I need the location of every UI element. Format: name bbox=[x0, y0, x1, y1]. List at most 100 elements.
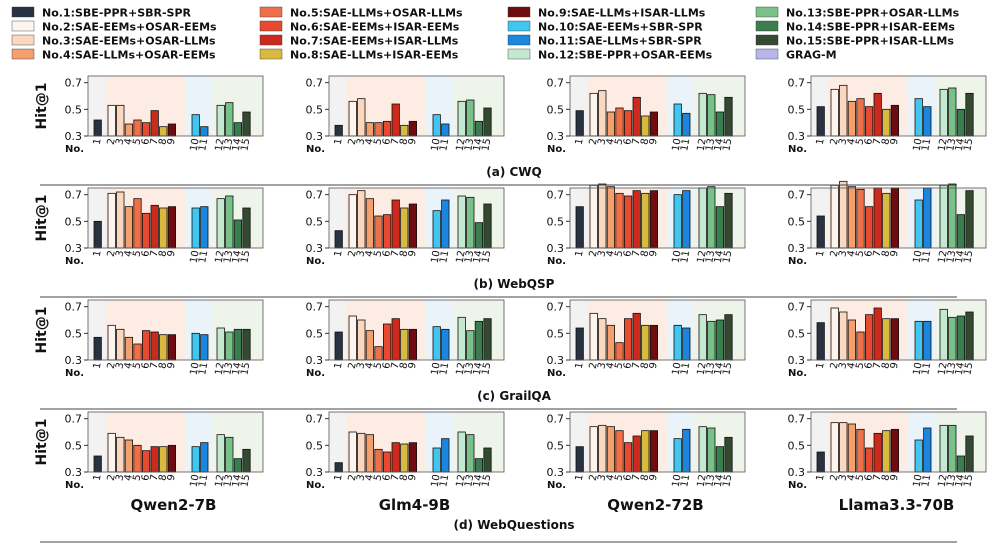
y-tick-label: 0.3 bbox=[306, 354, 324, 367]
bar bbox=[432, 447, 441, 473]
x-tick-label: 8 bbox=[398, 250, 410, 258]
legend-entry: No.1:SBE-PPR+SBR-SPR bbox=[11, 7, 192, 20]
legend-label: No.3:SAE-EEMs+OSAR-LLMs bbox=[42, 35, 216, 48]
x-tick-label: 15 bbox=[480, 138, 493, 152]
legend-entry: No.8:SAE-LLMs+ISAR-EEMs bbox=[259, 49, 459, 62]
bar bbox=[698, 187, 707, 249]
plot-frame bbox=[87, 75, 264, 137]
legend-entry: No.11:SAE-LLMs+SBR-SPR bbox=[507, 35, 702, 48]
x-prefix-label: No. bbox=[788, 368, 807, 379]
bar bbox=[216, 434, 225, 473]
bar bbox=[856, 188, 865, 249]
x-tick-label: 14 bbox=[713, 250, 726, 264]
x-tick-label: 5 bbox=[855, 362, 867, 370]
y-tick-label: 0.3 bbox=[547, 130, 565, 143]
y-tick-label: 0.7 bbox=[547, 301, 565, 314]
x-prefix-label: No. bbox=[65, 480, 84, 491]
legend-entry: No.2:SAE-EEMs+OSAR-EEMs bbox=[11, 21, 217, 34]
x-tick-label: 8 bbox=[398, 474, 410, 482]
x-tick-label: 14 bbox=[472, 250, 485, 264]
x-tick-label: 12 bbox=[937, 250, 950, 264]
bar bbox=[348, 315, 357, 361]
bar bbox=[242, 207, 251, 249]
x-tick-label: 14 bbox=[231, 474, 244, 488]
x-tick-label: 5 bbox=[132, 362, 144, 370]
x-tick-label: 9 bbox=[166, 362, 178, 370]
bar bbox=[890, 104, 900, 137]
x-tick-label: 14 bbox=[231, 362, 244, 376]
x-tick-label: 3 bbox=[355, 474, 367, 482]
x-tick-label: 1 bbox=[815, 362, 827, 370]
bar bbox=[865, 106, 874, 137]
x-tick-label: 10 bbox=[189, 138, 202, 152]
x-tick-label: 4 bbox=[605, 362, 617, 370]
bar bbox=[116, 191, 125, 249]
x-tick-label: 13 bbox=[463, 474, 476, 488]
y-tick-label: 0.3 bbox=[788, 466, 806, 479]
x-tick-label: 15 bbox=[962, 138, 975, 152]
x-tick-label: 11 bbox=[920, 362, 933, 376]
bar bbox=[847, 186, 857, 249]
bar bbox=[606, 426, 616, 473]
x-tick-label: 3 bbox=[837, 138, 849, 146]
x-tick-label: 3 bbox=[355, 250, 367, 258]
bar bbox=[457, 100, 466, 137]
plot-frame bbox=[328, 75, 505, 137]
y-tick-label: 0.5 bbox=[788, 327, 806, 340]
bar bbox=[724, 96, 733, 137]
x-tick-label: 8 bbox=[157, 362, 169, 370]
bar bbox=[598, 318, 607, 361]
plot-frame bbox=[810, 187, 987, 249]
bar bbox=[830, 184, 839, 249]
plot-frame bbox=[87, 187, 264, 249]
bar bbox=[216, 198, 225, 249]
x-tick-label: 11 bbox=[679, 138, 692, 152]
bar bbox=[408, 442, 418, 473]
y-tick-label: 0.7 bbox=[306, 77, 324, 90]
x-tick-label: 5 bbox=[855, 250, 867, 258]
x-tick-label: 8 bbox=[398, 362, 410, 370]
bar bbox=[856, 428, 865, 473]
x-tick-label: 2 bbox=[347, 474, 359, 482]
bar bbox=[483, 203, 492, 249]
bar bbox=[890, 428, 900, 473]
y-tick-label: 0.5 bbox=[65, 327, 83, 340]
x-tick-label: 13 bbox=[222, 138, 235, 152]
bar bbox=[382, 214, 392, 249]
x-tick-label: 6 bbox=[863, 474, 875, 482]
x-tick-label: 15 bbox=[962, 362, 975, 376]
bar bbox=[641, 115, 650, 137]
bar bbox=[956, 108, 966, 137]
plot-frame bbox=[87, 411, 264, 473]
x-tick-label: 12 bbox=[214, 362, 227, 376]
bar bbox=[965, 92, 974, 137]
bar bbox=[441, 438, 450, 473]
x-tick-label: 4 bbox=[364, 250, 376, 258]
x-tick-label: 2 bbox=[106, 138, 118, 146]
bar bbox=[856, 98, 865, 137]
legend-label: No.12:SBE-PPR+OSAR-EEMs bbox=[538, 49, 713, 62]
y-tick-label: 0.3 bbox=[65, 354, 83, 367]
y-tick-label: 0.3 bbox=[306, 466, 324, 479]
bar bbox=[847, 100, 857, 137]
bar bbox=[873, 92, 882, 137]
x-tick-label: 10 bbox=[671, 474, 684, 488]
y-tick-label: 0.7 bbox=[547, 77, 565, 90]
y-tick-label: 0.7 bbox=[65, 413, 83, 426]
x-tick-label: 14 bbox=[954, 250, 967, 264]
bar bbox=[632, 190, 641, 249]
bar bbox=[474, 458, 484, 473]
x-tick-label: 3 bbox=[596, 362, 608, 370]
bar bbox=[873, 307, 882, 361]
y-tick-label: 0.5 bbox=[547, 327, 565, 340]
plot-frame bbox=[569, 411, 746, 473]
x-tick-label: 1 bbox=[333, 474, 345, 482]
bar bbox=[159, 126, 168, 137]
x-tick-label: 15 bbox=[480, 250, 493, 264]
bar bbox=[107, 192, 116, 249]
x-tick-label: 8 bbox=[157, 138, 169, 146]
bar bbox=[575, 206, 584, 249]
legend-label: No.11:SAE-LLMs+SBR-SPR bbox=[538, 35, 702, 48]
